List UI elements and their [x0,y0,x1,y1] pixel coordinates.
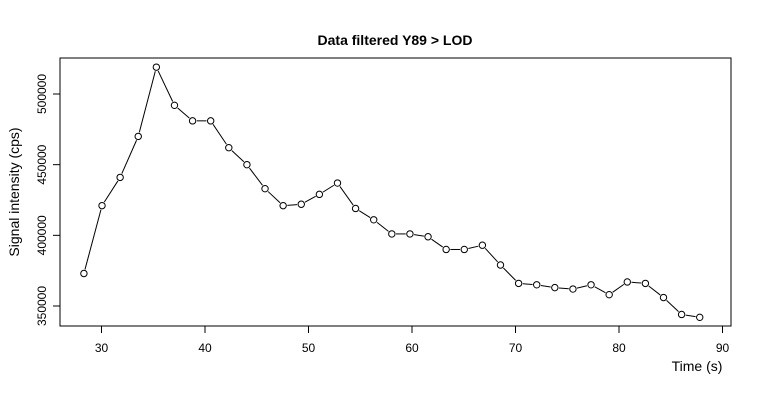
data-point [514,279,523,288]
x-tick-label: 80 [612,341,626,355]
data-point [533,281,541,289]
data-point [170,101,179,110]
series-segment [522,283,533,285]
series-segment [103,180,119,203]
series-segment [558,287,569,290]
data-point [587,281,595,289]
data-point [478,241,487,249]
data-point [442,245,450,254]
data-point [279,201,287,210]
data-point [406,230,414,238]
data-point [243,160,251,169]
series-segment [358,210,371,218]
data-point [569,285,577,293]
series-segment [121,140,137,174]
y-tick-label: 450000 [35,144,49,184]
data-point [659,293,668,302]
series-segment [138,71,156,133]
data-point [551,283,559,292]
data-point [80,269,88,278]
series-segment [231,150,245,163]
y-axis: 350000 400000 450000 500000 [35,74,61,326]
x-tick-label: 70 [509,341,523,355]
series-segment [267,191,281,204]
series-segment [484,247,499,263]
chart-title: Data filtered Y89 > LOD [318,32,473,48]
series-segment [666,300,679,312]
data-point [696,313,704,322]
series-points [80,63,704,322]
series-segment [612,283,625,293]
series-segment [576,285,588,289]
data-point [116,173,124,182]
data-point [351,204,360,213]
data-point [98,201,106,210]
series-segment [212,124,227,145]
data-point [605,290,613,299]
x-tick-label: 30 [95,341,109,355]
series-segment [431,238,444,248]
series-segment [157,70,174,102]
data-point [460,245,468,254]
series-segment [84,209,102,270]
data-point [315,190,324,199]
series-lines [84,70,696,318]
y-tick-label: 350000 [35,286,49,326]
x-tick-label: 60 [405,341,419,355]
x-tick-label: 90 [716,341,730,355]
y-tick-label: 400000 [35,215,49,255]
series-segment [468,245,479,249]
series-segment [304,195,316,203]
series-segment [287,204,298,206]
data-point [297,200,305,208]
series-segment [685,314,696,318]
plot-box [59,57,732,327]
series-segment [631,281,642,284]
x-tick-label: 50 [302,341,316,355]
data-point [225,144,233,152]
y-axis-label: Signal intensity (cps) [6,127,22,256]
data-point [370,216,378,224]
series-segment [322,184,335,193]
series-segment [540,284,551,288]
series-segment [376,221,389,232]
data-point [134,132,142,141]
series-segment [249,167,263,186]
series-segment [177,107,190,119]
series-segment [339,186,354,206]
data-point [261,184,269,193]
series-segment [648,285,661,296]
data-point [424,233,432,241]
x-tick-label: 40 [198,341,212,355]
data-point [677,310,686,319]
x-axis: 30 40 50 60 70 80 90 [95,325,730,355]
data-point [623,278,631,286]
series-segment [503,267,517,281]
data-point [152,63,161,71]
data-point [333,179,342,187]
data-point [496,261,505,269]
series-segment [414,234,424,237]
series-segment [594,286,606,294]
data-point [188,117,197,125]
data-point [641,279,650,288]
data-point [388,230,396,238]
data-point [206,117,215,125]
x-axis-label: Time (s) [672,358,723,374]
y-tick-label: 500000 [35,74,49,114]
